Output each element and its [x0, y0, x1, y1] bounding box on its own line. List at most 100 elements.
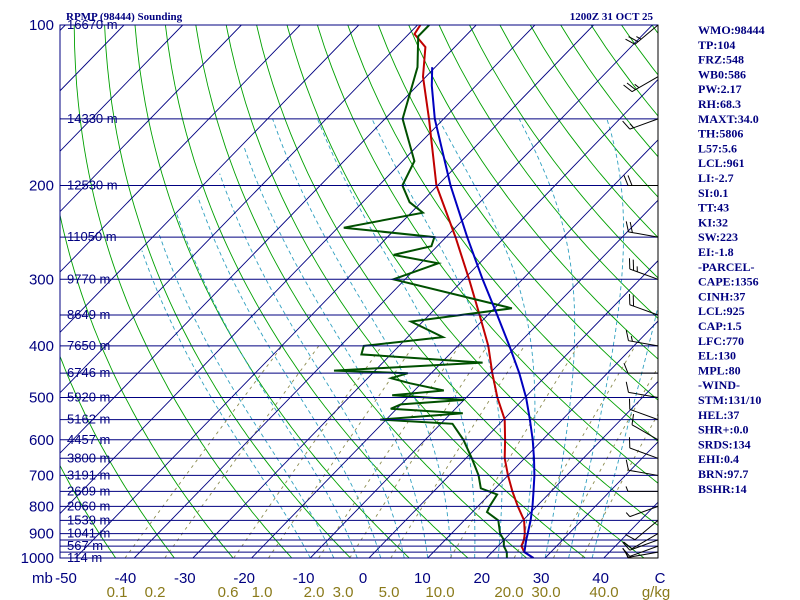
- wind-barb: [625, 221, 659, 238]
- wind-barb: [623, 175, 658, 186]
- station-title: RPMP (98444) Sounding: [66, 11, 183, 23]
- temperature-label: 20: [473, 570, 490, 587]
- wind-barb: [622, 118, 659, 130]
- wind-barb-flag: [629, 123, 634, 129]
- wind-barbs: [622, 24, 659, 559]
- wind-barb-flag: [630, 336, 633, 342]
- temperature-label: -40: [115, 570, 137, 587]
- pressure-unit: mb: [32, 570, 53, 587]
- wind-barb-flag: [623, 84, 633, 93]
- height-label: 8649 m: [67, 307, 110, 322]
- wind-barb-shaft: [629, 539, 659, 551]
- wind-barb: [628, 437, 659, 459]
- wind-barb-shaft: [628, 340, 659, 347]
- height-label: 114 m: [67, 550, 102, 565]
- mixing-ratio-line: [349, 345, 488, 558]
- index-item: WB0:586: [698, 67, 746, 81]
- isotherm: [427, 320, 658, 558]
- wind-barb-shaft: [629, 268, 659, 280]
- wind-barb: [631, 414, 659, 441]
- mixing-ratio-label: 10.0: [425, 584, 454, 600]
- moist-adiabat: [197, 196, 382, 558]
- temperature-label: -30: [174, 570, 196, 587]
- temperature-label: C: [655, 570, 666, 587]
- wind-barb-shaft: [628, 469, 659, 476]
- wind-barb-flag: [627, 175, 633, 186]
- moist-adiabat: [219, 173, 405, 558]
- index-item: LFC:770: [698, 334, 744, 348]
- mixing-ratio-label: g/kg: [642, 584, 670, 600]
- mixing-ratio-line: [581, 413, 658, 558]
- index-item: LCL:925: [698, 304, 745, 318]
- index-item: HEL:37: [698, 408, 739, 422]
- isotherm: [60, 25, 360, 334]
- dry-adiabat: [286, 25, 658, 526]
- isotherm: [60, 25, 536, 515]
- wind-barb-flag: [625, 330, 629, 341]
- temperature-profile: [413, 25, 534, 558]
- mixing-ratio-label: 0.6: [218, 584, 239, 600]
- wind-barb: [625, 505, 659, 518]
- height-label: 14330 m: [67, 111, 118, 126]
- moist-adiabat: [438, 118, 536, 558]
- height-label: 567 m: [67, 538, 103, 553]
- isotherm: [133, 25, 653, 558]
- wind-barb-shaft: [629, 545, 659, 557]
- height-label: 1041 m: [67, 526, 110, 541]
- wind-barb: [625, 330, 659, 347]
- wind-barb-shaft: [629, 304, 659, 316]
- moist-adiabat: [243, 147, 429, 558]
- mixing-ratio-label: 40.0: [589, 584, 618, 600]
- index-item: SI:0.1: [698, 186, 728, 200]
- mixing-ratio-line: [318, 345, 460, 558]
- index-item: RH:68.3: [698, 97, 741, 111]
- index-item: CAP:1.5: [698, 319, 742, 333]
- temperature-label: 10: [414, 570, 431, 587]
- wind-barb-flag: [625, 38, 636, 45]
- index-item: EHI:0.4: [698, 452, 739, 466]
- mixing-ratio-line: [233, 345, 383, 558]
- moist-adiabat: [518, 118, 576, 558]
- mixing-ratio-label: 30.0: [531, 584, 560, 600]
- index-item: EI:-1.8: [698, 245, 734, 259]
- isotherm: [251, 139, 658, 558]
- isotherm: [60, 25, 418, 394]
- height-label: 4457 m: [67, 432, 110, 447]
- mixing-ratio-line: [552, 366, 658, 558]
- wind-barb-shaft: [631, 76, 659, 93]
- index-item: TP:104: [698, 38, 735, 52]
- wind-barb-flag: [634, 83, 640, 89]
- isobars: [60, 24, 658, 559]
- wind-barb-flag: [636, 36, 642, 40]
- mixing-ratio-label: 5.0: [379, 584, 400, 600]
- wind-barb-shaft: [629, 118, 659, 130]
- wind-barb-flag: [625, 512, 631, 517]
- wind-barb-flag: [622, 541, 631, 551]
- height-label: 16670 m: [67, 17, 118, 32]
- height-labels: 16670 m 14330 m 12530 m 11050 m 9770 m 8649 m…: [67, 17, 118, 565]
- dry-adiabat: [529, 25, 658, 198]
- index-item: BRN:97.7: [698, 467, 748, 481]
- pressure-label: 100: [29, 17, 54, 34]
- wind-barb-shaft: [634, 24, 659, 45]
- mixing-ratio-label: 1.0: [252, 584, 273, 600]
- pressure-label: 1000: [21, 550, 54, 567]
- wind-barb-shaft: [628, 391, 659, 399]
- dry-adiabat: [256, 25, 645, 558]
- temperature-label: 0: [359, 570, 367, 587]
- wind-barb-flag: [625, 381, 629, 393]
- pressure-label: 400: [29, 338, 54, 355]
- index-item: STM:131/10: [698, 393, 761, 407]
- index-item: SW:223: [698, 230, 738, 244]
- index-item: TH:5806: [698, 127, 743, 141]
- pressure-label: 900: [29, 526, 54, 543]
- dry-adiabat: [774, 25, 800, 558]
- mixing-ratio-label: 0.2: [145, 584, 166, 600]
- moist-adiabat: [371, 118, 503, 558]
- wind-barb-flag: [625, 459, 629, 471]
- moist-adiabat: [317, 118, 476, 558]
- mixing-ratio-line: [513, 345, 636, 558]
- pressure-label: 700: [29, 467, 54, 484]
- index-panel: WMO:98444TP:104FRZ:548WB0:586PW:2.17RH:6…: [698, 23, 765, 496]
- moist-adiabat: [568, 118, 625, 558]
